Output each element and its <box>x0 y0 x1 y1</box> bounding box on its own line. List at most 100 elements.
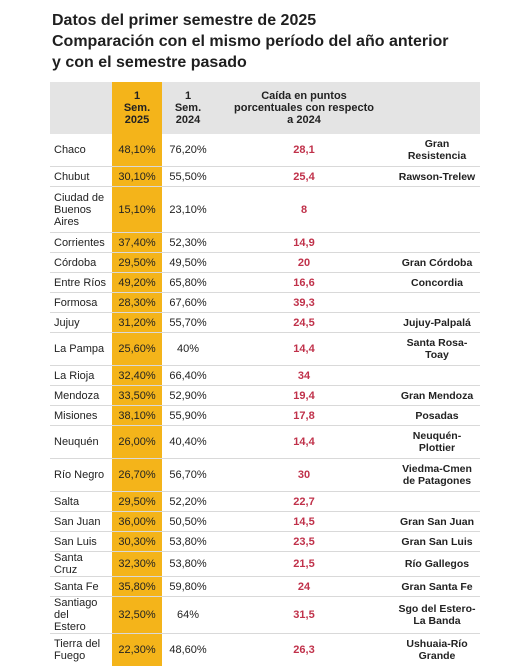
city-cell: Santa Rosa- Toay <box>394 333 480 366</box>
sem-2025-cell: 26,00% <box>112 426 162 459</box>
sem-2024-cell: 56,70% <box>162 459 214 492</box>
drop-cell: 16,6 <box>214 273 394 293</box>
province-cell: Chubut <box>50 167 112 187</box>
sem-2025-cell: 49,20% <box>112 273 162 293</box>
city-cell: Viedma-Cmen de Patagones <box>394 459 480 492</box>
province-cell: Córdoba <box>50 253 112 273</box>
sem-2024-cell: 52,30% <box>162 233 214 253</box>
province-cell: Santa Fe <box>50 577 112 597</box>
table-row: Santiago del Estero 32,50% 64% 31,5 Sgo del … <box>50 597 480 634</box>
province-cell: Formosa <box>50 293 112 313</box>
province-cell: Chaco <box>50 134 112 167</box>
city-cell: Concordia <box>394 273 480 293</box>
sem-2025-cell: 28,30% <box>112 293 162 313</box>
title-line-1: Datos del primer semestre de 2025 <box>52 12 317 29</box>
province-cell: Salta <box>50 492 112 512</box>
sem-2025-cell: 22,30% <box>112 634 162 666</box>
drop-cell: 8 <box>214 187 394 233</box>
city-cell: Posadas <box>394 406 480 426</box>
table-row: Córdoba 29,50% 49,50% 20 Gran Córdoba <box>50 253 480 273</box>
city-cell: Sgo del Estero- La Banda <box>394 597 480 634</box>
sem-2025-cell: 37,40% <box>112 233 162 253</box>
sem-2024-cell: 48,60% <box>169 644 207 656</box>
drop-cell: 34 <box>214 366 394 386</box>
city-cell: Gran Santa Fe <box>394 577 480 597</box>
table-row: Corrientes 37,40% 52,30% 14,9 <box>50 233 480 253</box>
page-title: Datos del primer semestre de 2025 Compar… <box>52 10 502 73</box>
sem-2025-cell: 38,10% <box>112 406 162 426</box>
city-cell: Gran San Luis <box>394 532 480 552</box>
city-cell <box>394 233 480 253</box>
sem-2024-cell: 76,20% <box>162 134 214 167</box>
header-sem-2025: 1 Sem. 2025 <box>112 82 162 134</box>
table-row: Formosa 28,30% 67,60% 39,3 <box>50 293 480 313</box>
drop-cell: 19,4 <box>214 386 394 406</box>
sem-2025-cell: 32,30% <box>112 552 162 577</box>
table-row: Salta 29,50% 52,20% 22,7 <box>50 492 480 512</box>
city-cell <box>394 187 480 233</box>
drop-cell: 14,4 <box>214 426 394 459</box>
province-cell: Tierra del Fuego <box>54 638 101 662</box>
city-cell: Jujuy-Palpalá <box>394 313 480 333</box>
table-row: La Rioja 32,40% 66,40% 34 <box>50 366 480 386</box>
table-row: Entre Ríos 49,20% 65,80% 16,6 Concordia <box>50 273 480 293</box>
top-edge <box>0 0 512 6</box>
header-drop-label: Caída en puntos porcentuales con respect… <box>234 90 374 126</box>
sem-2024-cell: 50,50% <box>162 512 214 532</box>
sem-2024-cell: 55,50% <box>162 167 214 187</box>
drop-cell: 28,1 <box>214 134 394 167</box>
title-line-3: y con el semestre pasado <box>52 54 247 71</box>
drop-cell: 22,7 <box>214 492 394 512</box>
table-body: Chaco 48,10% 76,20% 28,1 Gran Resistencia Chu… <box>50 134 480 666</box>
drop-cell: 25,4 <box>214 167 394 187</box>
sem-2024-cell: 53,80% <box>162 532 214 552</box>
table-row: Neuquén 26,00% 40,40% 14,4 Neuquén- Plottier <box>50 426 480 459</box>
sem-2025-cell: 33,50% <box>112 386 162 406</box>
table-row: Chaco 48,10% 76,20% 28,1 Gran Resistencia <box>50 134 480 167</box>
province-cell: Misiones <box>50 406 112 426</box>
sem-2025-cell: 32,40% <box>112 366 162 386</box>
city-cell: Gran San Juan <box>394 512 480 532</box>
sem-2025-cell: 30,10% <box>112 167 162 187</box>
table-row: Jujuy 31,20% 55,70% 24,5 Jujuy-Palpalá <box>50 313 480 333</box>
city-cell: Río Gallegos <box>394 552 480 577</box>
province-cell: Santiago del Estero <box>50 597 112 634</box>
header-city <box>394 82 480 134</box>
city-cell: Gran Resistencia <box>394 134 480 167</box>
province-cell: Corrientes <box>50 233 112 253</box>
province-cell: Entre Ríos <box>50 273 112 293</box>
sem-2024-cell: 40,40% <box>162 426 214 459</box>
table-row: Ciudad de Buenos Aires 15,10% 23,10% 8 <box>50 187 480 233</box>
city-cell: Ushuaia-Río Grande <box>406 638 468 662</box>
drop-cell: 20 <box>214 253 394 273</box>
drop-cell: 30 <box>214 459 394 492</box>
province-cell: Río Negro <box>50 459 112 492</box>
drop-cell: 39,3 <box>214 293 394 313</box>
province-cell: Santa Cruz <box>50 552 112 577</box>
province-cell: La Pampa <box>50 333 112 366</box>
sem-2024-cell: 59,80% <box>162 577 214 597</box>
drop-cell: 14,5 <box>214 512 394 532</box>
title-line-2: Comparación con el mismo período del año… <box>52 33 449 50</box>
table-header-row: 1 Sem. 2025 1 Sem. 2024 Caída en puntos … <box>50 82 480 134</box>
sem-2025-cell: 26,70% <box>112 459 162 492</box>
sem-2025-cell: 29,50% <box>112 492 162 512</box>
sem-2024-cell: 52,20% <box>162 492 214 512</box>
province-cell: Mendoza <box>50 386 112 406</box>
province-cell: La Rioja <box>50 366 112 386</box>
sem-2024-cell: 64% <box>162 597 214 634</box>
sem-2025-cell: 36,00% <box>112 512 162 532</box>
table-row: Santa Fe 35,80% 59,80% 24 Gran Santa Fe <box>50 577 480 597</box>
sem-2024-cell: 52,90% <box>162 386 214 406</box>
table-row: Misiones 38,10% 55,90% 17,8 Posadas <box>50 406 480 426</box>
sem-2025-cell: 25,60% <box>112 333 162 366</box>
drop-cell: 24 <box>214 577 394 597</box>
sem-2025-cell: 30,30% <box>112 532 162 552</box>
drop-cell: 26,3 <box>293 644 315 656</box>
drop-cell: 14,4 <box>214 333 394 366</box>
table-row: San Juan 36,00% 50,50% 14,5 Gran San Juan <box>50 512 480 532</box>
sem-2024-cell: 49,50% <box>162 253 214 273</box>
sem-2024-cell: 55,90% <box>162 406 214 426</box>
header-sem-2025-label: 1 Sem. 2025 <box>123 90 151 126</box>
table-row: Río Negro 26,70% 56,70% 30 Viedma-Cmen de Pa… <box>50 459 480 492</box>
